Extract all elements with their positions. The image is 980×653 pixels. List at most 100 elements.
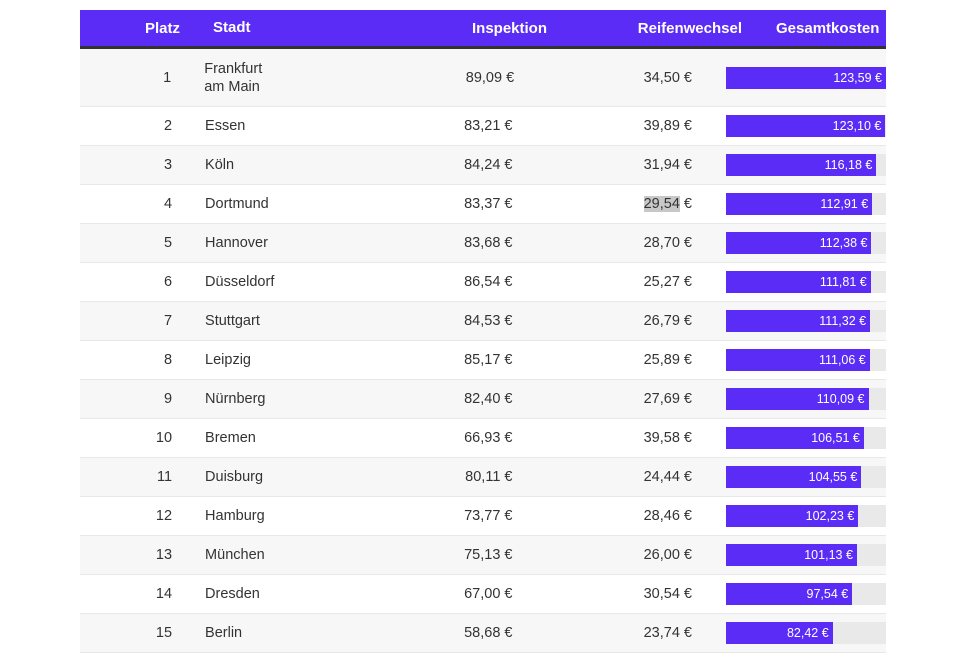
table-row: 6 Düsseldorf 86,54 € 25,27 € 111,81 € — [80, 263, 886, 302]
city-cell: Duisburg — [205, 469, 264, 485]
table-row: 12 Hamburg 73,77 € 28,46 € 102,23 € — [80, 497, 886, 536]
total-bar-track: 116,18 € — [725, 154, 886, 176]
header-inspection[interactable]: Inspektion — [471, 19, 547, 37]
tires-cell: 25,89 € — [643, 352, 692, 368]
total-bar-track: 112,91 € — [725, 193, 886, 215]
tires-cell: 26,79 € — [643, 313, 692, 329]
total-cell: 97,54 € — [692, 583, 886, 605]
inspection-cell: 85,17 € — [464, 352, 513, 368]
total-cell: 111,06 € — [692, 349, 886, 371]
header-total[interactable]: Gesamtkosten — [776, 19, 880, 37]
city-cell: Berlin — [205, 625, 243, 641]
rank-cell: 2 — [163, 118, 173, 134]
total-cell: 111,81 € — [692, 271, 886, 293]
tires-cell: 30,54 € — [643, 586, 692, 602]
inspection-cell: 58,68 € — [464, 625, 513, 641]
total-bar: 102,23 € — [725, 505, 859, 527]
total-bar-track: 102,23 € — [725, 505, 886, 527]
total-bar-track: 110,09 € — [725, 388, 886, 410]
total-cell: 104,55 € — [692, 466, 886, 488]
city-cell: Hamburg — [205, 508, 265, 524]
rank-cell: 4 — [163, 196, 173, 212]
table-row: 3 Köln 84,24 € 31,94 € 116,18 € — [80, 146, 886, 185]
tires-cell: 39,58 € — [643, 430, 692, 446]
table-row: 9 Nürnberg 82,40 € 27,69 € 110,09 € — [80, 380, 886, 419]
total-bar: 111,81 € — [725, 271, 871, 293]
total-bar: 111,32 € — [725, 310, 871, 332]
tires-cell: 39,89 € — [643, 118, 692, 134]
tires-cell: 23,74 € — [643, 625, 692, 641]
total-cell: 101,13 € — [692, 544, 886, 566]
total-cell: 82,42 € — [692, 622, 886, 644]
city-cell: Stuttgart — [205, 313, 260, 329]
table-row: 2 Essen 83,21 € 39,89 € 123,10 € — [80, 107, 886, 146]
tires-cell: 28,46 € — [643, 508, 692, 524]
total-bar: 123,10 € — [725, 115, 886, 137]
total-bar-track: 104,55 € — [725, 466, 886, 488]
total-cell: 123,59 € — [692, 66, 886, 89]
table-row: 5 Hannover 83,68 € 28,70 € 112,38 € — [80, 224, 886, 263]
rank-cell: 10 — [155, 430, 173, 446]
total-bar: 97,54 € — [725, 583, 853, 605]
total-bar-track: 123,10 € — [725, 115, 886, 137]
inspection-cell: 84,24 € — [464, 157, 513, 173]
rank-cell: 7 — [163, 313, 173, 329]
table-row: 13 München 75,13 € 26,00 € 101,13 € — [80, 536, 886, 575]
city-cell: Leipzig — [205, 352, 251, 368]
city-cell: Bremen — [205, 430, 256, 446]
tires-cell: 26,00 € — [643, 547, 692, 563]
rank-cell: 15 — [155, 625, 173, 641]
city-cell: Köln — [205, 157, 235, 173]
tires-cell: 24,44 € — [643, 469, 692, 485]
total-bar-track: 111,06 € — [725, 349, 886, 371]
header-rank[interactable]: Platz — [144, 19, 180, 37]
inspection-cell: 89,09 € — [465, 69, 515, 86]
table-row: 10 Bremen 66,93 € 39,58 € 106,51 € — [80, 419, 886, 458]
rank-cell: 13 — [155, 547, 173, 563]
inspection-cell: 66,93 € — [464, 430, 513, 446]
tires-cell: 34,50 € — [643, 69, 692, 86]
total-cell: 111,32 € — [692, 310, 886, 332]
total-bar: 82,42 € — [725, 622, 833, 644]
table-row: 11 Duisburg 80,11 € 24,44 € 104,55 € — [80, 458, 886, 497]
table-body: 1 Frankfurt am Main 89,09 € 34,50 € 123,… — [80, 49, 886, 653]
rank-cell: 3 — [163, 157, 173, 173]
selected-text[interactable]: 29,54 — [643, 196, 680, 212]
inspection-cell: 67,00 € — [464, 586, 513, 602]
inspection-cell: 80,11 € — [465, 469, 513, 485]
total-bar-track: 112,38 € — [725, 232, 886, 254]
rank-cell: 11 — [156, 469, 173, 485]
inspection-cell: 73,77 € — [464, 508, 513, 524]
inspection-cell: 84,53 € — [464, 313, 513, 329]
total-cell: 102,23 € — [692, 505, 886, 527]
total-bar-track: 82,42 € — [725, 622, 886, 644]
total-bar: 110,09 € — [725, 388, 869, 410]
tires-cell: 25,27 € — [643, 274, 692, 290]
tires-cell: 29,54 € — [512, 196, 692, 212]
tires-cell: 31,94 € — [643, 157, 692, 173]
total-cell: 123,10 € — [692, 115, 886, 137]
table-row: 14 Dresden 67,00 € 30,54 € 97,54 € — [80, 575, 886, 614]
inspection-cell: 86,54 € — [464, 274, 513, 290]
rank-cell: 14 — [155, 586, 173, 602]
city-cell: Hannover — [205, 235, 268, 251]
header-tires[interactable]: Reifenwechsel — [637, 19, 742, 37]
inspection-cell: 83,37 € — [464, 196, 513, 212]
inspection-cell: 75,13 € — [464, 547, 513, 563]
table-header: Platz Stadt Inspektion Reifenwechsel Ges… — [80, 10, 886, 49]
city-cell: Düsseldorf — [205, 274, 275, 290]
total-bar: 116,18 € — [725, 154, 877, 176]
total-bar-track: 106,51 € — [725, 427, 886, 449]
total-bar: 106,51 € — [725, 427, 864, 449]
total-bar: 112,38 € — [725, 232, 872, 254]
total-bar: 101,13 € — [725, 544, 857, 566]
total-bar-track: 123,59 € — [726, 66, 886, 89]
header-city[interactable]: Stadt — [213, 19, 251, 36]
rank-cell: 5 — [163, 235, 173, 251]
table-row: 7 Stuttgart 84,53 € 26,79 € 111,32 € — [80, 302, 886, 341]
table-row: 15 Berlin 58,68 € 23,74 € 82,42 € — [80, 614, 886, 653]
total-bar-track: 101,13 € — [725, 544, 886, 566]
total-bar-track: 97,54 € — [725, 583, 886, 605]
inspection-cell: 83,68 € — [464, 235, 513, 251]
rank-cell: 9 — [163, 391, 173, 407]
